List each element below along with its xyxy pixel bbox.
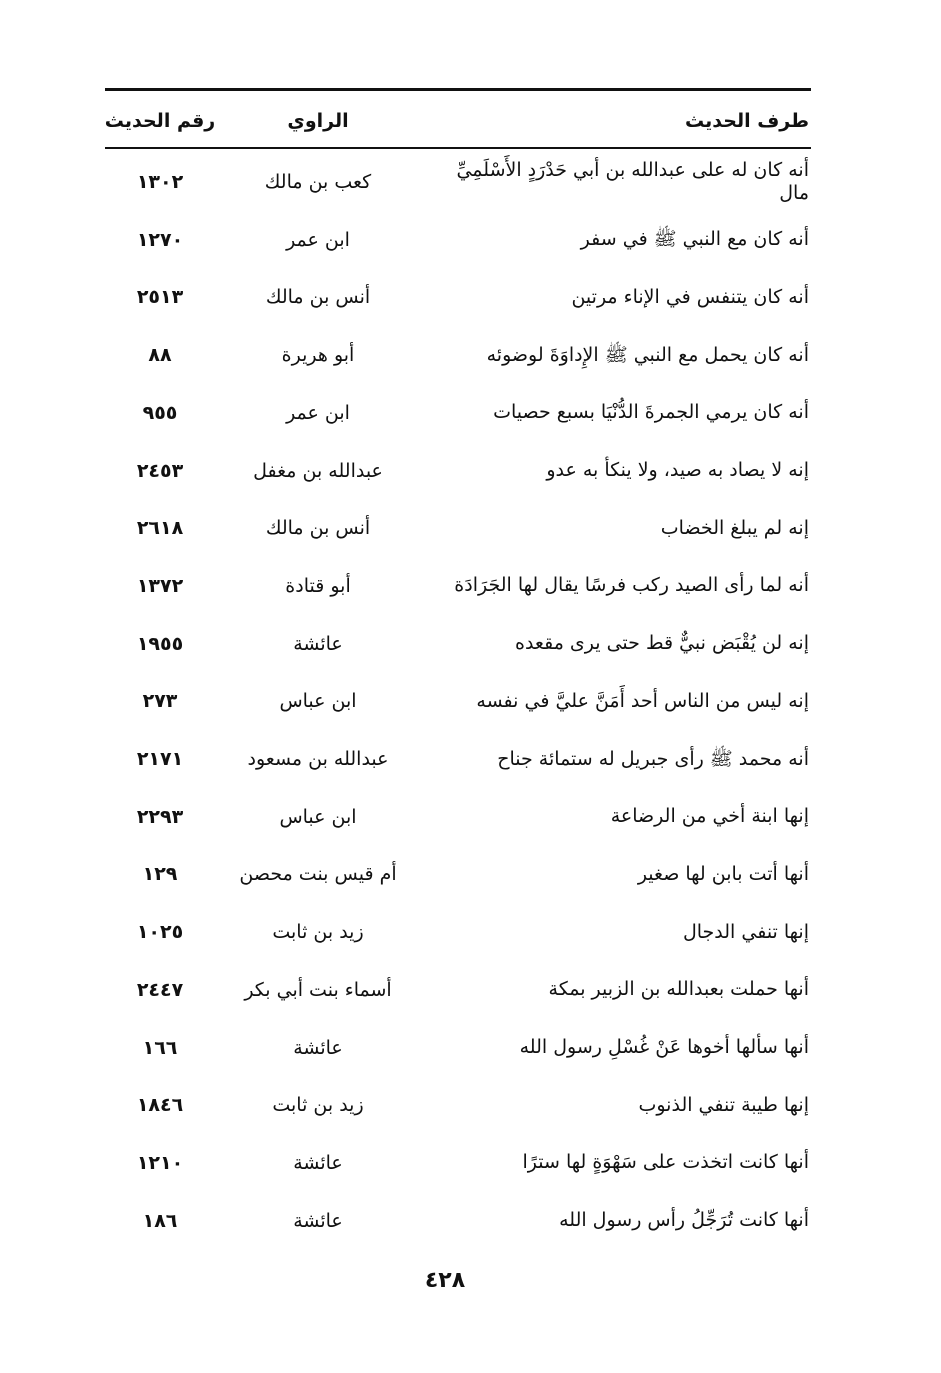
header-rule: [105, 147, 811, 149]
hadith-number: ٢٤٤٧: [136, 978, 184, 1001]
narrator: عبدالله بن مسعود: [247, 748, 389, 770]
narrator: زيد بن ثابت: [272, 921, 364, 944]
table-row: أنه كان مع النبي ﷺ في سفر ابن عمر ١٢٧٠: [105, 215, 811, 265]
table-row: أنها أتت بابن لها صغير أم قيس بنت محصن ١٢٩: [105, 849, 811, 899]
table-row: إنه لن يُقْبَض نبيٌّ قط حتى يرى مقعده عائ…: [105, 619, 811, 669]
header-text: طرف الحديث: [685, 109, 809, 132]
table-row: أنها كانت تُرَجِّلُ رأس رسول الله عائشة ١٨…: [105, 1196, 811, 1246]
hadith-text: إنه لا يصاد به صيد، ولا ينكأ به عدو: [546, 459, 809, 481]
table-row: أنها حملت بعبدالله بن الزبير بمكة أسماء ب…: [105, 965, 811, 1015]
hadith-text: إنه لن يُقْبَض نبيٌّ قط حتى يرى مقعده: [514, 632, 809, 655]
hadith-number: ١٨٤٦: [136, 1094, 184, 1117]
hadith-text: إنها طيبة تنفي الذنوب: [638, 1093, 809, 1116]
narrator: عائشة: [293, 1151, 343, 1174]
table-row: إنها طيبة تنفي الذنوب زيد بن ثابت ١٨٤٦: [105, 1080, 811, 1130]
table-row: أنه كان يرمي الجمرةَ الدُّنْيَا بسبع حصي…: [105, 388, 811, 438]
hadith-number: ٢٢٩٣: [136, 805, 184, 828]
table-row: أنه كان يتنفس في الإناء مرتين أنس بن مالك…: [105, 272, 811, 322]
narrator: عائشة: [293, 1209, 343, 1232]
narrator: ابن عباس: [279, 690, 357, 713]
hadith-number: ٢١٧١: [136, 748, 184, 770]
table-row: إنه لم يبلغ الخضاب أنس بن مالك ٢٦١٨: [105, 503, 811, 553]
page-number: ٤٢٨: [424, 1268, 466, 1293]
hadith-number: ١٩٥٥: [136, 632, 184, 655]
narrator: كعب بن مالك: [264, 171, 372, 193]
hadith-number: ١٠٢٥: [136, 921, 184, 944]
narrator: ابن عباس: [279, 805, 357, 828]
hadith-number: ١٢٧٠: [136, 228, 184, 251]
narrator: أبو هريرة: [281, 344, 355, 367]
narrator: ابن عمر: [286, 228, 350, 251]
narrator: عبدالله بن مغفل: [253, 459, 383, 482]
narrator: زيد بن ثابت: [272, 1094, 364, 1117]
hadith-text: إنه لم يبلغ الخضاب: [660, 516, 809, 539]
header-number: رقم الحديث: [104, 110, 216, 132]
hadith-text: أنه كان مع النبي ﷺ في سفر: [580, 228, 809, 251]
hadith-number: ٨٨: [148, 344, 172, 367]
hadith-number: ٩٥٥: [142, 401, 178, 424]
narrator: أم قيس بنت محصن: [239, 863, 397, 886]
narrator: عائشة: [293, 632, 343, 655]
table-row: أنه لما رأى الصيد ركب فرسًا يقال لها الج…: [105, 561, 811, 611]
narrator: عائشة: [293, 1036, 343, 1059]
table-row: إنه لا يصاد به صيد، ولا ينكأ به عدو عبدال…: [105, 446, 811, 496]
hadith-text: أنها أتت بابن لها صغير: [637, 862, 809, 885]
hadith-number: ١٦٦: [142, 1036, 178, 1059]
narrator: أنس بن مالك: [265, 517, 371, 540]
hadith-text: إنها تنفي الدجال: [682, 920, 809, 943]
hadith-text: أنه كان يحمل مع النبي ﷺ الإِداوَةَ لوضوئ…: [486, 343, 809, 366]
hadith-text: أنه محمد ﷺ رأى جبريل له ستمائة جناح: [497, 747, 809, 770]
hadith-number: ٢٦١٨: [136, 517, 184, 540]
hadith-number: ١٣٠٢: [136, 171, 184, 193]
table-row: إنها ابنة أخي من الرضاعة ابن عباس ٢٢٩٣: [105, 792, 811, 842]
hadith-number: ٢٥١٣: [136, 286, 184, 309]
narrator: أسماء بنت أبي بكر: [244, 978, 392, 1001]
hadith-text: إنه ليس من الناس أحد أَمَنَّ عليَّ في نف…: [476, 689, 809, 712]
table-row: إنها تنفي الدجال زيد بن ثابت ١٠٢٥: [105, 907, 811, 957]
table-row: أنها كانت اتخذت على سَهْوَةٍ لها سترًا عا…: [105, 1138, 811, 1188]
hadith-number: ١٣٧٢: [136, 574, 184, 597]
header-narrator: الراوي: [287, 110, 349, 132]
hadith-text: أنها كانت اتخذت على سَهْوَةٍ لها سترًا: [522, 1151, 809, 1174]
hadith-text: أنها سألها أخوها عَنْ غُسْلِ رسول الله: [519, 1036, 809, 1058]
table-row: أنها سألها أخوها عَنْ غُسْلِ رسول الله عا…: [105, 1023, 811, 1073]
narrator: أنس بن مالك: [265, 286, 371, 309]
hadith-number: ١٢١٠: [136, 1151, 184, 1174]
top-rule: [105, 88, 811, 91]
hadith-text: أنها حملت بعبدالله بن الزبير بمكة: [548, 978, 809, 1001]
hadith-number: ١٨٦: [142, 1209, 178, 1232]
narrator: أبو قتادة: [285, 574, 351, 597]
hadith-number: ٢٤٥٣: [136, 459, 184, 482]
hadith-number: ٢٧٣: [142, 690, 178, 713]
table-row: إنه ليس من الناس أحد أَمَنَّ عليَّ في نف…: [105, 676, 811, 726]
hadith-text: أنه كان له على عبدالله بن أبي حَدْرَدٍ ا…: [456, 159, 809, 204]
hadith-number: ١٢٩: [142, 863, 178, 886]
hadith-text: أنه كان يرمي الجمرةَ الدُّنْيَا بسبع حصي…: [493, 401, 809, 424]
table-row: أنه كان له على عبدالله بن أبي حَدْرَدٍ ا…: [105, 157, 811, 207]
hadith-text: أنه لما رأى الصيد ركب فرسًا يقال لها الج…: [454, 574, 809, 597]
hadith-text: أنه كان يتنفس في الإناء مرتين: [571, 285, 809, 308]
table-row: أنه محمد ﷺ رأى جبريل له ستمائة جناح عبدال…: [105, 734, 811, 784]
table-header: طرف الحديث الراوي رقم الحديث: [105, 96, 811, 146]
narrator: ابن عمر: [286, 401, 350, 424]
hadith-text: أنها كانت تُرَجِّلُ رأس رسول الله: [559, 1209, 809, 1232]
table-row: أنه كان يحمل مع النبي ﷺ الإِداوَةَ لوضوئ…: [105, 330, 811, 380]
hadith-text: إنها ابنة أخي من الرضاعة: [610, 805, 809, 828]
